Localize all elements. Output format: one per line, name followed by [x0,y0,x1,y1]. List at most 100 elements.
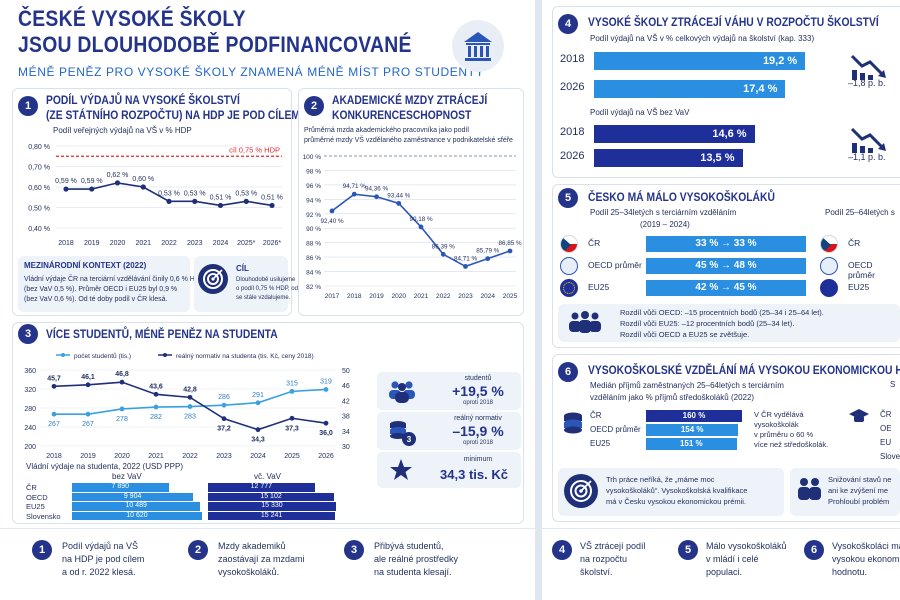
students-data-label: 278 [116,416,128,423]
normative-point [85,382,91,388]
footer-line2: vysokou ekonomick [832,554,900,564]
y-left-tick-label: 320 [24,387,36,394]
y-left-tick-label: 360 [24,368,36,375]
section-4-badge: 4 [558,14,578,34]
x-tick-label: 2021 [148,453,164,460]
trend-down-icon-2 [848,123,890,155]
section-6-side-line1: V ČR vydělává [754,410,804,419]
series-line [331,193,511,268]
section-5-sub2: Podíl 25–64letých s [825,208,895,217]
section-5-sub1: Podíl 25–34letých s terciárním vzděláním [590,208,737,217]
section-6-box1-line2: vysokoškoláků“. Vysokoškolská kvalifikac… [606,486,748,495]
section-6-side-line3: v průměru o 60 % [754,430,814,439]
footer-line3: vysokoškoláků. [218,567,280,577]
s5-row-label-2: EU25 [848,282,870,292]
data-label: 0,53 % [184,190,206,197]
goal-line2: o podíl 0,75 % HDP, od něhož [236,286,316,292]
spending-table: Vládní výdaje na studenta, 2022 (USD PPP… [16,462,356,522]
section-2-card [298,88,524,316]
data-point [192,198,198,204]
y-right-tick-label: 38 [342,414,350,421]
footer-line3: na studenta klesají. [374,567,452,577]
section-6-title: VYSOKOŠKOLSKÉ VZDĚLÁNÍ MÁ VYSOKOU EKONOM… [588,363,900,377]
spending-row-label: OECD [26,492,48,502]
spending-bar-vc: 15 102 [208,492,335,501]
section-5-sub1b: (2019 – 2024) [640,220,690,229]
x-tick-label: 2024 [213,240,229,247]
x-tick-label: 2026 [318,453,334,460]
footer-line2: zaostávají za mzdami [218,554,305,564]
footer-line2: na rozpočtu [580,554,628,564]
section-4-sub2: Podíl výdajů na VŠ bez VaV [590,108,690,117]
students-point [255,400,261,406]
footer-line3: populaci. [706,567,743,577]
x-tick-label: 2020 [392,293,407,300]
star-icon [390,459,412,480]
footer-badge: 4 [552,540,572,560]
footer-line3: hodnotu. [832,567,868,577]
x-tick-label: 2024 [481,293,496,300]
section-6-edge3: OE [880,424,892,433]
section-6-box1-text: Trh práce neříká, že „máme moc vysokoško… [606,474,747,507]
y-tick-label: 84 % [306,270,321,277]
legend-normative-label: reálný normativ na studenta (tis. Kč, ce… [176,353,314,360]
stat-minimum-label: minimum [463,456,493,463]
stat-normative-label: reálný normativ [454,415,502,422]
footer-badge: 1 [32,540,52,560]
footer-badge: 2 [188,540,208,560]
s4-year-label-novav: 2018 [560,126,585,138]
academic-wage-line-chart: 82 % 84 % 86 % 88 % 90 % 92 % 94 % 96 % 98 % 100 … [303,154,522,300]
footer-line1: Vysokoškoláci mají [832,541,900,551]
x-tick-label: 2020 [110,240,126,247]
data-point [217,202,224,209]
data-point [166,198,172,204]
students-point [85,411,91,417]
students-point [323,387,329,392]
footer-line3: a od r. 2022 klesá. [62,567,136,577]
data-label: 85,79 % [476,248,500,255]
data-label: 0,51 % [210,194,232,201]
section-6-side-line2: vysokoškolák [754,420,799,429]
goal-line1: Dlouhodobě usilujeme [236,277,296,283]
data-label: 0,59 % [55,178,77,185]
section-1-title-line1: PODÍL VÝDAJŮ NA VYSOKÉ ŠKOLSTVÍ [46,93,240,107]
normative-point [323,420,329,426]
s5-row-bar: 45 % → 48 % [646,258,806,274]
coins-icon [564,412,582,434]
x-tick-label: 2026* [263,240,282,247]
stat-students-value: +19,5 % [452,383,504,399]
target-label: cíl 0,75 % HDP [229,145,280,154]
y-right-tick-label: 46 [342,383,350,390]
data-point [396,200,402,206]
globe-icon-2 [820,257,838,275]
data-label: 0,60 % [132,176,154,183]
section-6-box2-text: Snižování stavů ne ani ke zvýšení me Pro… [828,474,891,507]
students-data-label: 267 [48,421,60,428]
x-tick-label: 2022 [161,240,177,247]
spending-bar-vc: 15 330 [208,502,336,511]
trend-down-icon [848,50,890,82]
czech-flag-icon-2 [820,235,838,253]
y-left-tick-label: 240 [24,425,36,432]
y-tick-label: 90 % [306,226,321,233]
data-label: 94,36 % [365,186,389,193]
data-point [485,256,491,262]
x-tick-label: 2023 [187,240,203,247]
y-left-tick-label: 280 [24,406,36,413]
students-point [187,404,193,409]
data-point [329,208,335,214]
s5-row-label-2: ČR [848,238,861,248]
context-line1: Vládní výdaje ČR na terciární vzdělávání… [24,276,205,283]
section-6-edge2: ČR [880,410,892,419]
footer-line1: Přibývá studentů, [374,541,444,551]
context-panel [18,256,190,312]
footer-line1: VŠ ztrácejí podíl [580,541,646,551]
students-data-label: 291 [252,392,264,399]
students-data-label: 319 [320,378,332,385]
students-data-label: 282 [150,414,162,421]
group-people-icon [569,311,601,333]
students-point [289,388,295,394]
context-title: MEZINÁRODNÍ KONTEXT (2022) [24,261,147,270]
y-tick-label: 86 % [306,255,321,262]
section-6-edge5: Slove [880,452,900,461]
